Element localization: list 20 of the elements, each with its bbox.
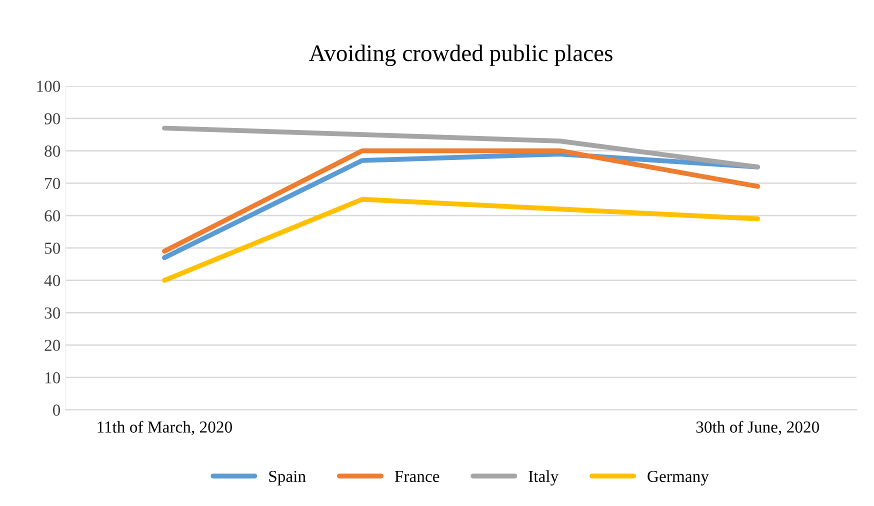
line-series [162, 126, 760, 170]
y-tick-label: 100 [37, 80, 60, 92]
y-tick-label: 10 [45, 372, 60, 384]
legend-label: Italy [528, 470, 559, 486]
legend-label: Spain [269, 470, 306, 486]
y-tick-label: 0 [52, 404, 60, 416]
y-tick-label: 60 [44, 210, 60, 222]
y-tick-label: 50 [44, 242, 60, 254]
y-tick-label: 90 [44, 113, 60, 124]
x-tick-label: 30th of June, 2020 [696, 420, 820, 436]
y-tick-label: 20 [44, 340, 60, 352]
y-tick-label: 70 [45, 178, 60, 190]
y-tick-label: 40 [44, 275, 60, 286]
chart-title: Avoiding crowded public places [309, 44, 612, 66]
x-tick-label: 11th of March, 2020 [98, 420, 232, 436]
y-tick-label: 30 [44, 307, 60, 319]
line-series [162, 196, 760, 283]
legend-label: France [394, 470, 440, 482]
legend-label: Germany [648, 470, 709, 486]
y-tick-label: 80 [44, 145, 60, 157]
